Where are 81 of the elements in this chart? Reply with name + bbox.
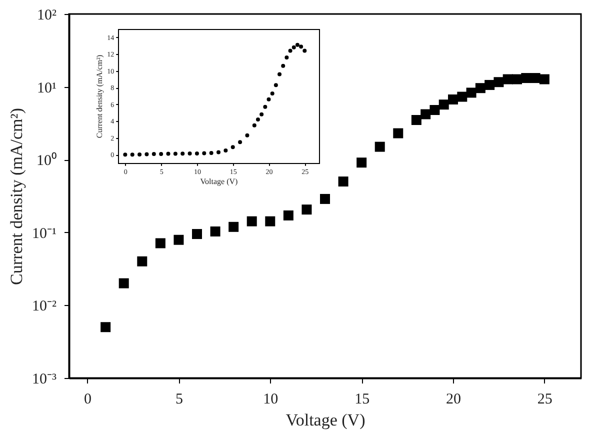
point — [188, 151, 192, 156]
point — [288, 48, 292, 53]
point — [238, 140, 242, 144]
point — [245, 133, 250, 138]
point — [224, 148, 228, 152]
point — [420, 109, 431, 120]
point — [475, 83, 486, 94]
point — [216, 150, 220, 154]
point — [152, 152, 156, 156]
point — [299, 44, 304, 49]
point — [484, 80, 495, 90]
x-axis-title: Voltage (V) — [200, 176, 238, 186]
point — [118, 278, 129, 288]
point — [393, 128, 404, 138]
point — [202, 151, 206, 156]
y-tick-label: 10¹ — [37, 80, 56, 96]
point — [411, 114, 422, 125]
point — [194, 151, 199, 156]
y-tick-label: 10² — [37, 8, 57, 24]
point — [256, 117, 260, 122]
point — [530, 73, 540, 84]
point — [209, 150, 214, 155]
point — [494, 77, 504, 88]
x-axis-title: Voltage (V) — [286, 410, 366, 430]
point — [166, 152, 170, 156]
point — [438, 100, 449, 110]
point — [430, 105, 440, 116]
x-tick-label: 25 — [537, 392, 552, 408]
point — [295, 42, 300, 47]
point — [137, 256, 148, 266]
point — [448, 94, 458, 104]
point — [260, 112, 264, 116]
point — [144, 152, 149, 156]
point — [159, 152, 164, 156]
point — [466, 88, 476, 98]
point — [278, 72, 282, 76]
point — [292, 45, 296, 50]
point — [100, 322, 111, 332]
point — [356, 158, 367, 168]
point — [155, 238, 166, 248]
point — [173, 152, 178, 156]
point — [457, 92, 468, 102]
point — [283, 210, 294, 220]
y-tick-label: 10⁻¹ — [32, 226, 56, 242]
point — [192, 229, 202, 240]
point — [284, 55, 289, 60]
y-axis-title: Current density (mA/cm²) — [95, 54, 104, 138]
point — [281, 64, 286, 68]
x-tick-label: 5 — [175, 392, 183, 408]
point — [230, 145, 235, 150]
point — [266, 97, 271, 102]
x-tick-label: 15 — [354, 392, 370, 408]
y-tick-label: 10⁻³ — [32, 372, 57, 388]
point — [302, 48, 307, 53]
point — [521, 73, 532, 84]
x-tick-label: 20 — [446, 392, 461, 408]
y-tick-label: 10⁰ — [36, 152, 56, 170]
point — [180, 152, 185, 156]
x-tick-label: 10 — [263, 392, 278, 408]
y-tick-label: 10⁻² — [32, 298, 57, 315]
point — [502, 74, 513, 84]
point — [265, 216, 276, 226]
point — [210, 226, 220, 236]
point — [263, 104, 268, 109]
point — [174, 234, 184, 245]
point — [138, 152, 142, 156]
point — [270, 91, 274, 96]
point — [338, 176, 348, 187]
point — [123, 152, 128, 157]
y-axis-title: Current density (mA/cm²) — [7, 108, 26, 285]
point — [539, 74, 550, 84]
point — [374, 142, 385, 152]
point — [246, 216, 257, 226]
point — [130, 152, 134, 157]
x-tick-label: 0 — [84, 392, 92, 408]
point — [228, 222, 239, 232]
point — [512, 74, 522, 84]
point — [252, 123, 256, 128]
point — [274, 83, 278, 88]
point — [320, 194, 330, 204]
point — [302, 204, 312, 215]
